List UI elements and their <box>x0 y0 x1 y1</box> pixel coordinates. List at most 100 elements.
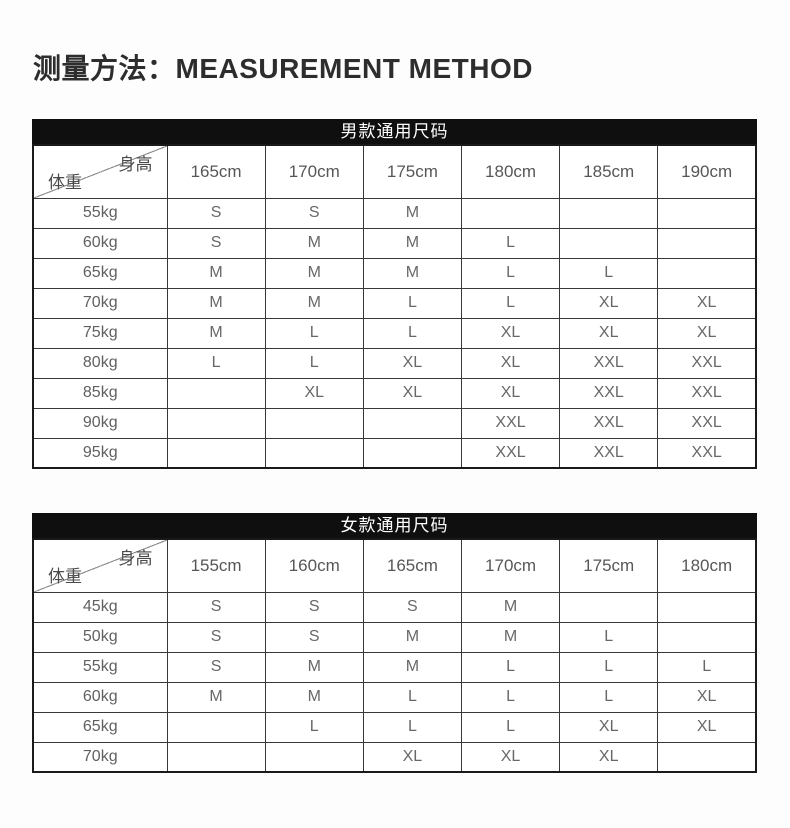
weight-row-header: 60kg <box>32 227 168 259</box>
size-cell: M <box>166 317 266 349</box>
table-row: 65kg M M M L L <box>32 257 757 289</box>
size-cell: XL <box>559 711 659 743</box>
size-cell: M <box>166 681 266 713</box>
size-cell: S <box>166 591 266 623</box>
size-cell: XXL <box>657 407 757 439</box>
size-cell <box>166 741 266 773</box>
table-row: 55kg S M M L L L <box>32 651 757 683</box>
size-cell <box>657 621 757 653</box>
size-cell: M <box>362 621 462 653</box>
height-column-header: 180cm <box>460 144 561 199</box>
size-cell: XL <box>657 317 757 349</box>
size-cell: M <box>264 681 364 713</box>
size-cell <box>362 407 462 439</box>
table-body: 55kg S S M 60kg S M M L 65kg M M M L L 70kg M M L L XL XL 75kg… <box>32 197 757 469</box>
weight-row-header: 55kg <box>32 651 168 683</box>
size-cell: XXL <box>559 407 659 439</box>
table-row: 70kg XL XL XL <box>32 741 757 773</box>
size-cell: L <box>362 287 462 319</box>
table-caption: 男款通用尺码 <box>32 119 757 144</box>
weight-row-header: 75kg <box>32 317 168 349</box>
table-row: 85kg XL XL XL XXL XXL <box>32 377 757 409</box>
table-row: 55kg S S M <box>32 197 757 229</box>
size-cell: XXL <box>657 347 757 379</box>
size-cell: XL <box>657 711 757 743</box>
size-cell: L <box>362 317 462 349</box>
table-row: 50kg S S M M L <box>32 621 757 653</box>
size-cell: S <box>264 621 364 653</box>
size-cell: M <box>264 257 364 289</box>
size-cell: XL <box>460 377 561 409</box>
size-cell: M <box>362 257 462 289</box>
size-cell <box>460 197 561 229</box>
size-cell: L <box>460 287 561 319</box>
column-header-row: 身高 体重 155cm 160cm 165cm 170cm 175cm 180cm <box>32 538 757 593</box>
size-cell: M <box>362 651 462 683</box>
size-cell: M <box>362 197 462 229</box>
size-cell: S <box>166 197 266 229</box>
size-cell <box>559 591 659 623</box>
weight-row-header: 65kg <box>32 711 168 743</box>
size-cell: XL <box>460 741 561 773</box>
size-cell: S <box>362 591 462 623</box>
size-cell: L <box>264 317 364 349</box>
column-header-row: 身高 体重 165cm 170cm 175cm 180cm 185cm 190cm <box>32 144 757 199</box>
size-cell <box>264 407 364 439</box>
size-cell: L <box>559 257 659 289</box>
table-row: 75kg M L L XL XL XL <box>32 317 757 349</box>
size-cell: L <box>264 711 364 743</box>
corner-diagonal-cell: 身高 体重 <box>32 144 168 199</box>
size-cell <box>264 437 364 469</box>
table-row: 65kg L L L XL XL <box>32 711 757 743</box>
height-column-header: 180cm <box>657 538 757 593</box>
size-cell <box>657 741 757 773</box>
size-table: 身高 体重 155cm 160cm 165cm 170cm 175cm 180cm 45k… <box>32 538 757 773</box>
size-cell: S <box>166 227 266 259</box>
weight-row-header: 90kg <box>32 407 168 439</box>
table-caption: 女款通用尺码 <box>32 513 757 538</box>
size-cell: M <box>264 287 364 319</box>
size-cell: M <box>264 227 364 259</box>
height-column-header: 175cm <box>559 538 659 593</box>
table-row: 60kg S M M L <box>32 227 757 259</box>
weight-row-header: 65kg <box>32 257 168 289</box>
size-cell: XXL <box>460 437 561 469</box>
corner-diagonal-cell: 身高 体重 <box>32 538 168 593</box>
size-cell: XL <box>362 377 462 409</box>
size-cell: L <box>657 651 757 683</box>
size-cell: L <box>460 711 561 743</box>
size-cell: M <box>362 227 462 259</box>
weight-row-header: 55kg <box>32 197 168 229</box>
size-cell: XXL <box>559 437 659 469</box>
size-cell <box>657 197 757 229</box>
weight-axis-label: 体重 <box>48 172 82 192</box>
size-cell: S <box>166 651 266 683</box>
size-cell: L <box>264 347 364 379</box>
height-column-header: 165cm <box>166 144 266 199</box>
size-cell: L <box>362 711 462 743</box>
size-cell: XXL <box>657 437 757 469</box>
size-cell <box>559 197 659 229</box>
size-cell: S <box>166 621 266 653</box>
size-cell <box>362 437 462 469</box>
height-column-header: 170cm <box>264 144 364 199</box>
size-cell: M <box>264 651 364 683</box>
size-cell: L <box>559 681 659 713</box>
size-cell: L <box>166 347 266 379</box>
size-cell <box>166 377 266 409</box>
size-cell: XXL <box>657 377 757 409</box>
size-cell: XL <box>559 317 659 349</box>
size-cell: XL <box>264 377 364 409</box>
height-column-header: 190cm <box>657 144 757 199</box>
weight-row-header: 50kg <box>32 621 168 653</box>
size-cell <box>657 227 757 259</box>
size-cell: XL <box>657 681 757 713</box>
mens-size-table: 男款通用尺码 身高 体重 165cm 170cm 175cm 180cm 185cm 19… <box>32 119 757 469</box>
weight-row-header: 80kg <box>32 347 168 379</box>
size-cell: XL <box>559 741 659 773</box>
height-column-header: 175cm <box>362 144 462 199</box>
size-cell <box>657 591 757 623</box>
weight-row-header: 60kg <box>32 681 168 713</box>
size-cell: S <box>264 197 364 229</box>
height-axis-label: 身高 <box>118 155 153 174</box>
